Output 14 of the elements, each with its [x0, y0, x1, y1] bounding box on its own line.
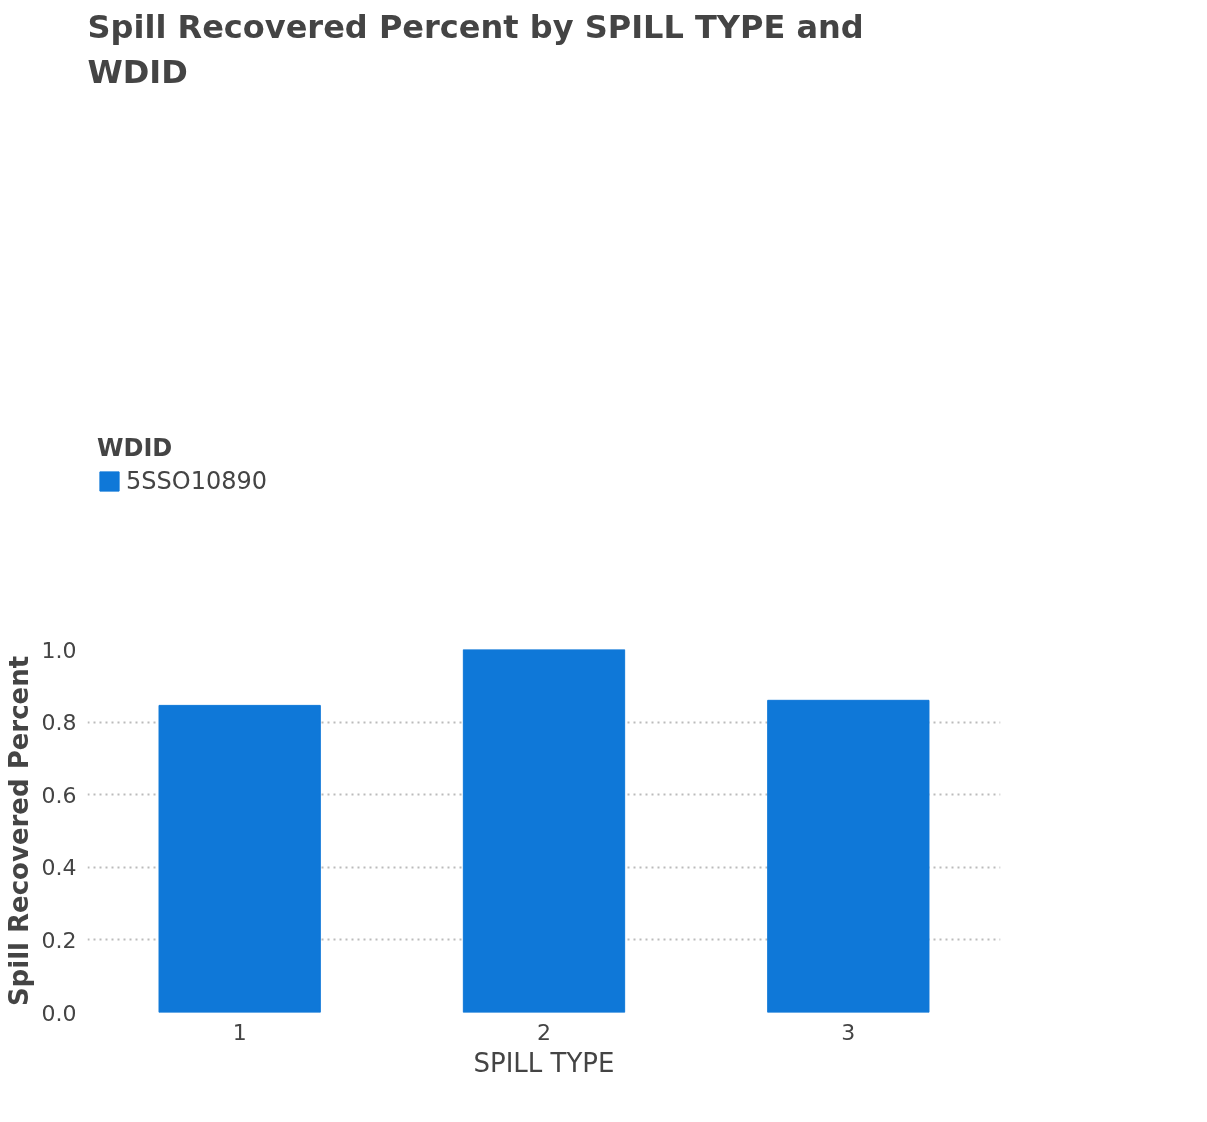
- x-axis-title: SPILL TYPE: [473, 1047, 615, 1078]
- y-tick-label: 0.2: [41, 927, 77, 953]
- legend-label: 5SSO10890: [126, 467, 267, 495]
- y-tick-label: 0.0: [41, 1000, 77, 1026]
- legend-title: WDID: [97, 434, 174, 462]
- x-tick-label: 3: [841, 1019, 856, 1045]
- chart-title: Spill Recovered Percent by SPILL TYPE and WDID: [87, 7, 864, 92]
- y-tick-label: 0.8: [41, 710, 77, 736]
- y-axis-title: Spill Recovered Percent: [3, 655, 34, 1007]
- y-tick-label: 1.0: [41, 637, 77, 663]
- x-tick-label: 1: [232, 1019, 247, 1045]
- y-tick-label: 0.4: [41, 855, 77, 881]
- x-tick-label: 2: [537, 1019, 551, 1045]
- y-tick-label: 0.6: [41, 782, 77, 808]
